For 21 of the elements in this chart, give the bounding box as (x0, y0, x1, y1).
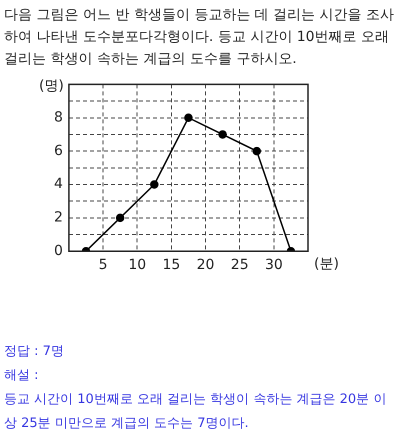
y-tick-label: 6 (54, 142, 63, 159)
chart-title: 다음 그림은 어느 반 학생들이 등교하는 데 걸리는 시간을 조사하여 나타낸 도수분포다각형이다. 등교 시간이 10번째로 오래 걸리는 학생이 속하는 계급의 도수를 구하시오. (4, 6, 396, 69)
x-tick-label: 15 (162, 257, 180, 274)
x-tick-label: 10 (128, 257, 146, 274)
point (252, 146, 262, 156)
y-tick-label: 8 (54, 109, 63, 126)
y-tick-label: 4 (54, 176, 63, 192)
y-tick-label: 2 (54, 209, 63, 226)
point (218, 130, 227, 139)
x-tick-label: 30 (264, 257, 283, 274)
y-axis-title: (명) (38, 78, 64, 94)
text: 등교 시간이 10번째로 오래 걸리는 학생이 속하는 계급은 20분 이상 25분 미만으로 계급의 도수는 7명이다. (4, 391, 388, 433)
x-axis-title: (분) (314, 256, 339, 272)
text: 해설 : (4, 367, 40, 385)
text: 정답 : 7명 (4, 343, 65, 361)
point (184, 114, 193, 122)
x-tick-label: 5 (98, 257, 108, 274)
point (150, 180, 159, 189)
x-tick-label: 20 (196, 257, 214, 274)
y-tick-label: 0 (54, 242, 63, 259)
x-tick-label: 25 (230, 257, 249, 274)
